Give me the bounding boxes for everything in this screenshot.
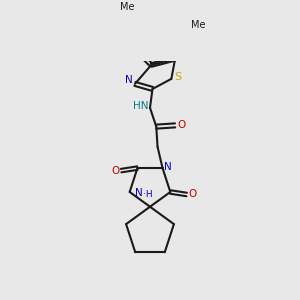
Text: HN: HN [134, 101, 149, 111]
Text: N: N [125, 75, 133, 85]
Text: O: O [177, 120, 185, 130]
Text: ·H: ·H [142, 190, 152, 199]
Text: O: O [111, 166, 119, 176]
Text: S: S [174, 72, 181, 82]
Text: Me: Me [191, 20, 206, 30]
Text: O: O [188, 190, 196, 200]
Text: N: N [135, 188, 143, 198]
Text: N: N [164, 162, 172, 172]
Text: Me: Me [120, 2, 135, 12]
